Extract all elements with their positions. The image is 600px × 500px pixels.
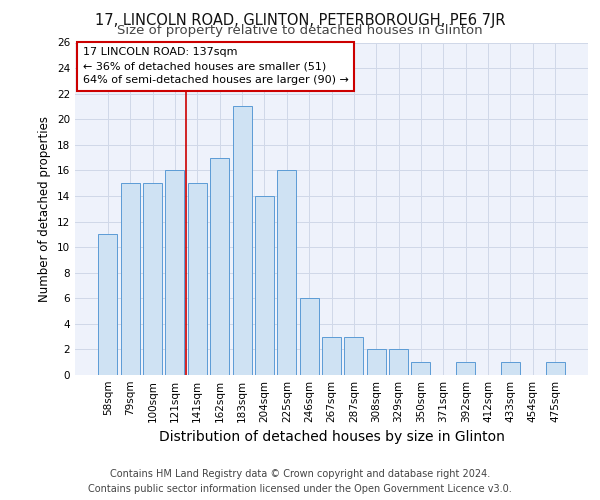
Bar: [322, 336, 341, 375]
Bar: [501, 362, 520, 375]
Text: 17, LINCOLN ROAD, GLINTON, PETERBOROUGH, PE6 7JR: 17, LINCOLN ROAD, GLINTON, PETERBOROUGH,…: [95, 12, 505, 28]
Text: Contains HM Land Registry data © Crown copyright and database right 2024.
Contai: Contains HM Land Registry data © Crown c…: [88, 469, 512, 494]
Bar: [143, 183, 162, 375]
Bar: [210, 158, 229, 375]
Bar: [389, 350, 408, 375]
Bar: [545, 362, 565, 375]
Bar: [166, 170, 184, 375]
Bar: [121, 183, 140, 375]
Bar: [233, 106, 251, 375]
Bar: [98, 234, 118, 375]
Bar: [277, 170, 296, 375]
Bar: [344, 336, 364, 375]
Bar: [188, 183, 207, 375]
Bar: [299, 298, 319, 375]
Text: 17 LINCOLN ROAD: 137sqm
← 36% of detached houses are smaller (51)
64% of semi-de: 17 LINCOLN ROAD: 137sqm ← 36% of detache…: [83, 48, 349, 86]
Y-axis label: Number of detached properties: Number of detached properties: [38, 116, 52, 302]
X-axis label: Distribution of detached houses by size in Glinton: Distribution of detached houses by size …: [158, 430, 505, 444]
Bar: [255, 196, 274, 375]
Text: Size of property relative to detached houses in Glinton: Size of property relative to detached ho…: [117, 24, 483, 37]
Bar: [456, 362, 475, 375]
Bar: [367, 350, 386, 375]
Bar: [412, 362, 430, 375]
